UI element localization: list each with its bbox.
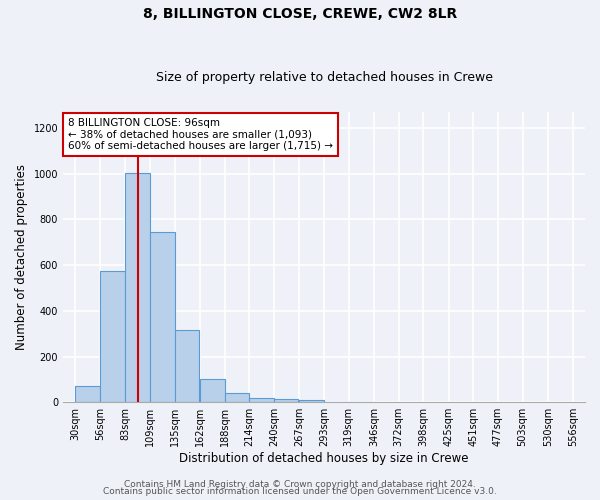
Bar — [250, 398, 274, 402]
X-axis label: Distribution of detached houses by size in Crewe: Distribution of detached houses by size … — [179, 452, 469, 465]
Y-axis label: Number of detached properties: Number of detached properties — [15, 164, 28, 350]
Bar — [225, 393, 250, 402]
Text: Contains HM Land Registry data © Crown copyright and database right 2024.: Contains HM Land Registry data © Crown c… — [124, 480, 476, 489]
Bar — [150, 232, 175, 402]
Bar — [175, 330, 199, 402]
Bar — [100, 271, 125, 402]
Text: Contains public sector information licensed under the Open Government Licence v3: Contains public sector information licen… — [103, 487, 497, 496]
Bar — [125, 172, 150, 402]
Text: 8 BILLINGTON CLOSE: 96sqm
← 38% of detached houses are smaller (1,093)
60% of se: 8 BILLINGTON CLOSE: 96sqm ← 38% of detac… — [68, 118, 333, 151]
Bar — [200, 380, 225, 402]
Bar — [274, 399, 298, 402]
Bar — [299, 400, 324, 402]
Title: Size of property relative to detached houses in Crewe: Size of property relative to detached ho… — [155, 72, 493, 85]
Text: 8, BILLINGTON CLOSE, CREWE, CW2 8LR: 8, BILLINGTON CLOSE, CREWE, CW2 8LR — [143, 8, 457, 22]
Bar — [76, 386, 100, 402]
